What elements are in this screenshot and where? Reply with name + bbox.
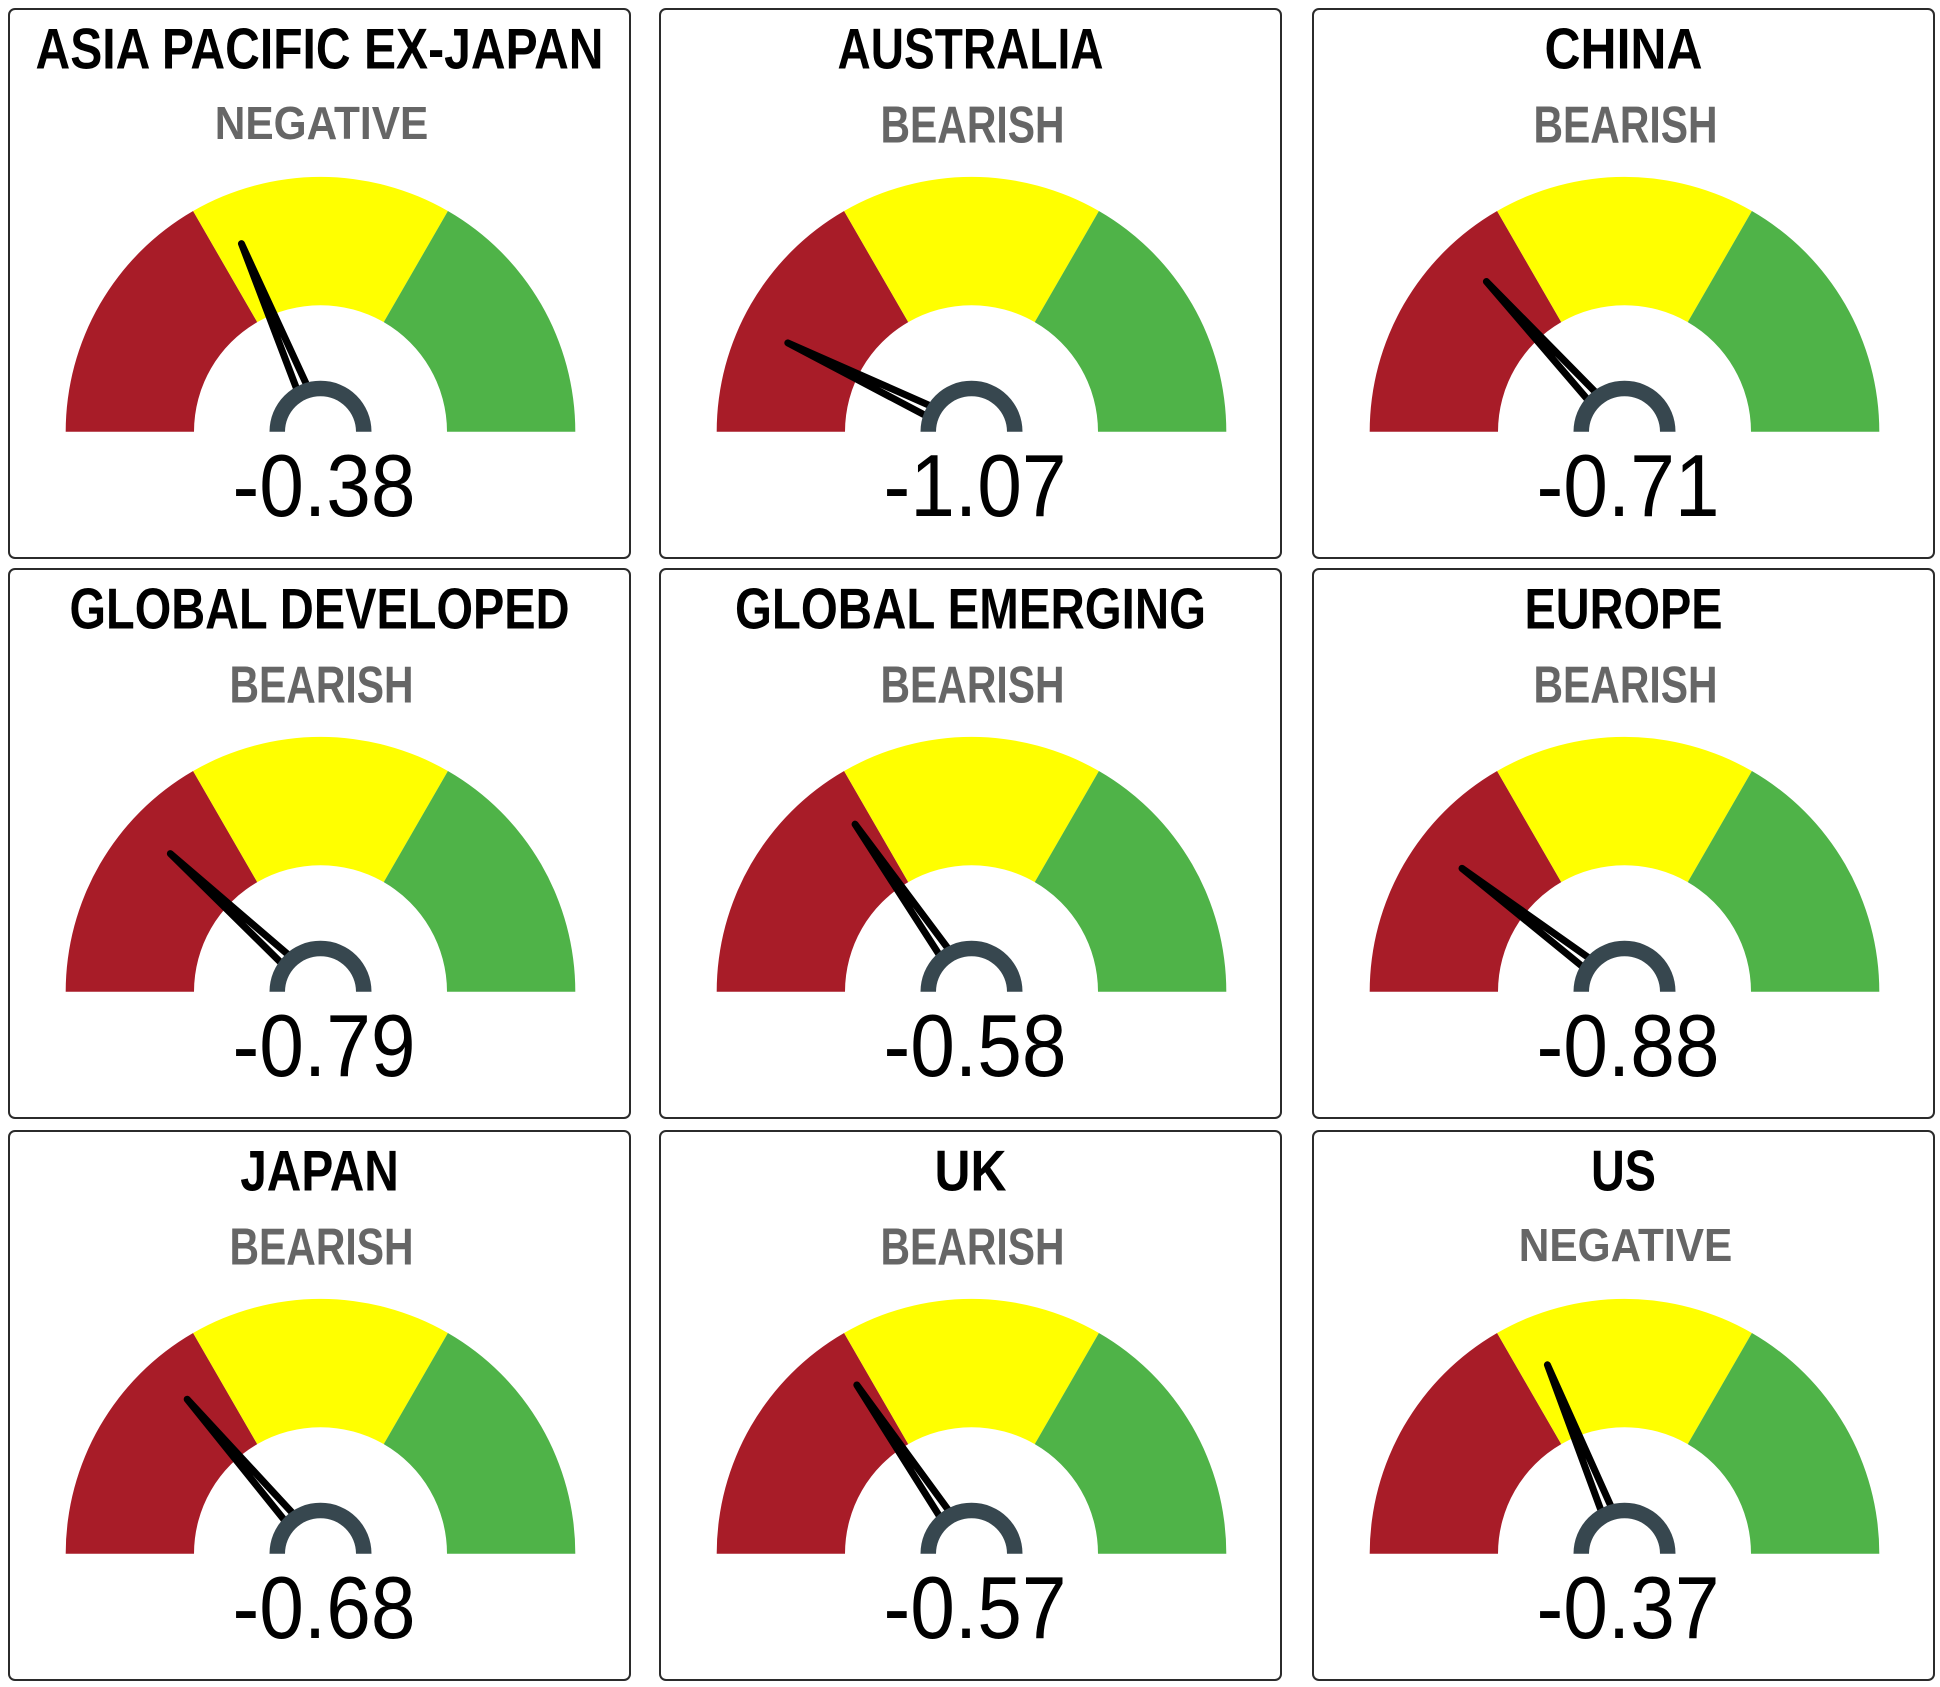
svg-text:AUSTRALIA: AUSTRALIA [837, 18, 1103, 82]
svg-text:-0.79: -0.79 [232, 996, 415, 1095]
svg-text:BEARISH: BEARISH [1534, 96, 1718, 154]
svg-text:BEARISH: BEARISH [229, 1218, 413, 1276]
svg-text:BEARISH: BEARISH [880, 96, 1064, 154]
svg-text:-0.71: -0.71 [1537, 436, 1720, 535]
svg-text:-0.68: -0.68 [232, 1558, 415, 1657]
svg-text:-0.38: -0.38 [232, 436, 415, 535]
svg-text:BEARISH: BEARISH [229, 656, 413, 714]
svg-text:NEGATIVE: NEGATIVE [214, 97, 428, 149]
svg-text:BEARISH: BEARISH [880, 1218, 1064, 1276]
svg-text:GLOBAL EMERGING: GLOBAL EMERGING [735, 578, 1206, 642]
svg-text:BEARISH: BEARISH [1534, 656, 1718, 714]
svg-text:GLOBAL DEVELOPED: GLOBAL DEVELOPED [69, 578, 569, 642]
svg-text:ASIA PACIFIC EX-JAPAN: ASIA PACIFIC EX-JAPAN [35, 18, 603, 82]
svg-text:JAPAN: JAPAN [240, 1140, 399, 1204]
svg-text:-1.07: -1.07 [883, 436, 1066, 535]
svg-text:US: US [1591, 1140, 1656, 1204]
svg-text:NEGATIVE: NEGATIVE [1519, 1219, 1733, 1271]
svg-text:EUROPE: EUROPE [1525, 578, 1723, 642]
svg-text:-0.88: -0.88 [1537, 996, 1720, 1095]
svg-text:-0.58: -0.58 [883, 996, 1066, 1095]
svg-text:CHINA: CHINA [1545, 18, 1703, 82]
svg-text:-0.57: -0.57 [883, 1558, 1066, 1657]
svg-text:UK: UK [934, 1140, 1006, 1204]
svg-text:-0.37: -0.37 [1537, 1558, 1720, 1657]
svg-text:BEARISH: BEARISH [880, 656, 1064, 714]
